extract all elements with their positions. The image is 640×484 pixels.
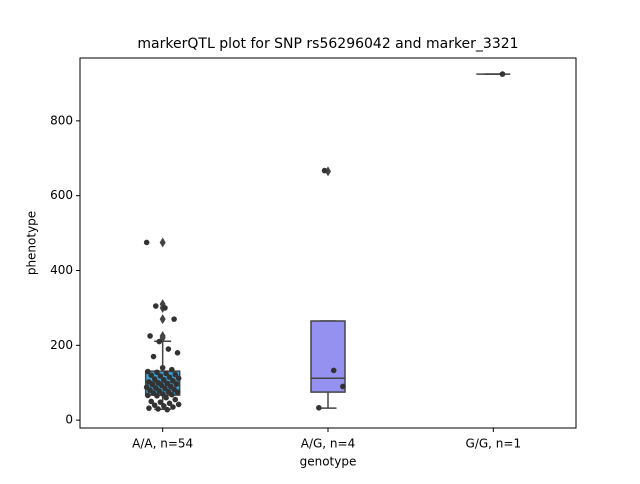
x-tick-label: G/G, n=1 xyxy=(466,437,522,451)
plot-frame xyxy=(79,57,577,429)
outlier xyxy=(159,237,166,248)
point xyxy=(148,398,155,405)
point xyxy=(162,385,168,392)
point xyxy=(169,366,175,373)
point xyxy=(165,346,172,352)
point xyxy=(340,383,346,390)
point xyxy=(175,401,182,408)
point xyxy=(151,402,158,408)
point xyxy=(163,370,169,377)
point xyxy=(166,400,173,407)
point xyxy=(148,372,155,379)
point xyxy=(159,364,166,371)
y-tick-label: 600 xyxy=(50,188,73,202)
point xyxy=(155,406,161,412)
y-tick-label: 200 xyxy=(50,338,73,352)
point xyxy=(166,374,173,380)
point xyxy=(154,369,160,376)
y-tick-label: 400 xyxy=(50,263,73,277)
point xyxy=(157,373,164,379)
point xyxy=(154,393,160,399)
outlier xyxy=(159,314,166,325)
point xyxy=(153,303,159,309)
point xyxy=(330,367,337,374)
point xyxy=(316,404,322,411)
point xyxy=(172,396,179,403)
point xyxy=(159,391,166,397)
point xyxy=(157,399,164,405)
y-axis-label: phenotype xyxy=(25,211,39,275)
point xyxy=(149,381,156,388)
point xyxy=(174,350,181,356)
point xyxy=(169,391,175,398)
point xyxy=(150,353,157,360)
point xyxy=(172,371,179,378)
box xyxy=(310,320,346,393)
point xyxy=(163,394,169,401)
point xyxy=(161,403,167,409)
x-axis-label: genotype xyxy=(300,455,357,469)
point xyxy=(161,376,167,383)
point xyxy=(170,378,176,384)
point xyxy=(147,333,153,339)
x-tick-label: A/G, n=4 xyxy=(301,437,355,451)
x-tick-label: A/A, n=54 xyxy=(132,437,193,451)
chart-title: markerQTL plot for SNP rs56296042 and ma… xyxy=(137,36,518,52)
y-tick-label: 800 xyxy=(50,113,73,127)
point xyxy=(162,305,168,311)
point xyxy=(143,239,150,246)
point xyxy=(173,381,180,388)
point xyxy=(174,389,181,395)
point xyxy=(164,406,171,413)
point xyxy=(151,376,158,382)
y-tick-label: 0 xyxy=(65,413,73,427)
point xyxy=(145,368,151,375)
point xyxy=(499,71,506,77)
point xyxy=(156,338,163,345)
point xyxy=(145,392,151,399)
point xyxy=(171,316,177,322)
point xyxy=(146,405,152,411)
point xyxy=(321,167,328,174)
point xyxy=(170,404,176,410)
point xyxy=(175,375,182,382)
